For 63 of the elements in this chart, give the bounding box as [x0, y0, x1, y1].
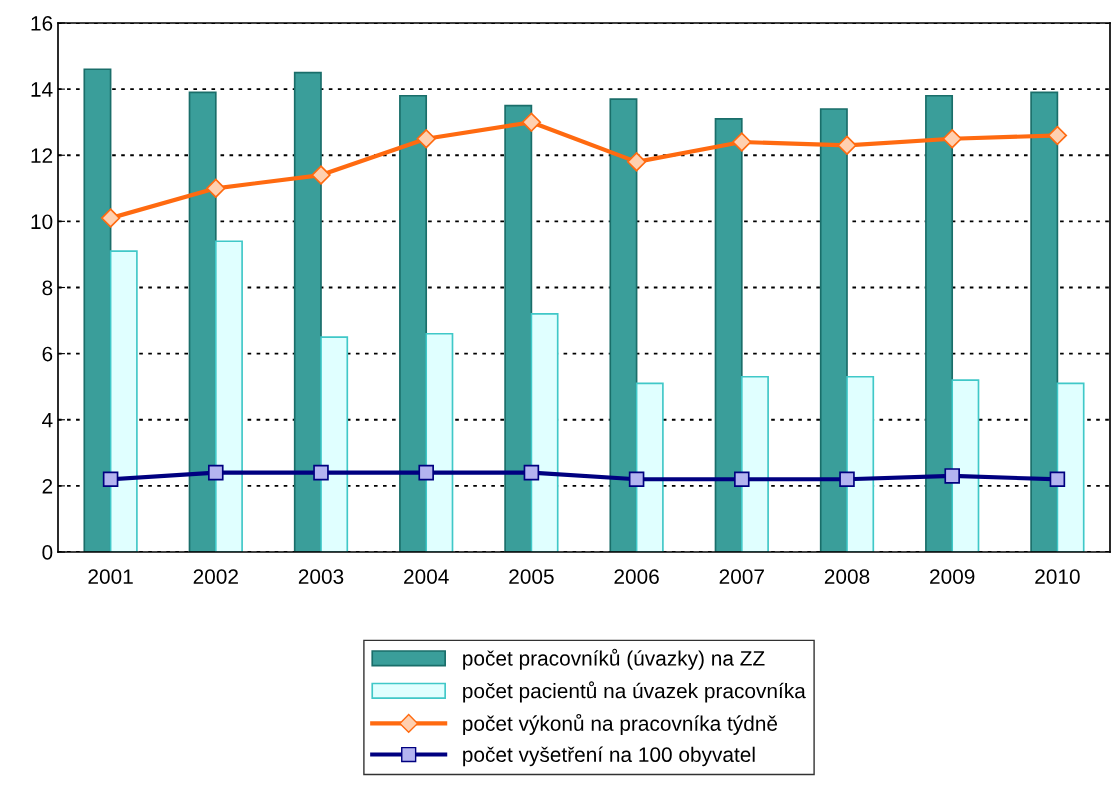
x-tick-label: 2008: [824, 569, 870, 584]
x-tick-label: 2005: [509, 569, 554, 584]
point: [837, 135, 857, 156]
y-tick-label: 2: [42, 478, 53, 494]
legend-label: počet výkonů na pracovníka týdně: [463, 713, 778, 736]
bar: [109, 250, 138, 552]
bar: [425, 332, 454, 552]
point: [418, 464, 434, 481]
bar: [1030, 91, 1059, 552]
bar: [320, 336, 349, 552]
legend-label: počet pracovníků (úvazky) na ZZ: [463, 648, 765, 670]
point: [521, 112, 542, 132]
bar: [609, 98, 638, 552]
point: [206, 178, 226, 198]
legend-label: počet vyšetření na 100 obyvatel: [463, 746, 755, 767]
bar: [504, 104, 533, 552]
x-tick-label: 2002: [193, 569, 238, 584]
x-tick-label: 2007: [719, 569, 764, 584]
y-tick-label: 8: [42, 280, 53, 296]
y-tick-label: 16: [31, 16, 53, 31]
x-tick-label: 2004: [404, 569, 449, 584]
bar: [740, 375, 769, 552]
bar: [399, 94, 428, 552]
x-tick-label: 2006: [614, 569, 659, 584]
bar: [214, 240, 243, 552]
point: [628, 471, 645, 488]
bar: [530, 313, 559, 552]
y-tick-label: 14: [31, 82, 53, 97]
point: [208, 464, 224, 481]
bar: [714, 118, 743, 552]
x-tick-label: 2001: [88, 569, 133, 584]
y-tick-label: 4: [42, 412, 53, 428]
bar: [293, 71, 322, 552]
legend-label: počet pacientů na úvazek pracovníka: [463, 681, 806, 703]
bar: [1056, 382, 1085, 552]
bar: [846, 375, 875, 552]
y-tick-label: 10: [31, 214, 53, 230]
point: [944, 468, 960, 484]
bar: [188, 91, 217, 552]
point: [313, 464, 329, 481]
point: [839, 471, 855, 488]
point: [416, 129, 436, 149]
x-tick-label: 2003: [298, 569, 344, 584]
bar: [635, 382, 664, 552]
point: [626, 152, 647, 172]
point: [734, 471, 750, 488]
bar: [951, 379, 980, 552]
point: [102, 471, 119, 488]
point: [732, 132, 752, 152]
x-tick-label: 2010: [1035, 569, 1080, 584]
y-tick-label: 6: [42, 346, 53, 362]
point: [1047, 125, 1068, 146]
point: [942, 129, 962, 149]
x-tick-label: 2009: [930, 569, 975, 584]
point: [1049, 471, 1066, 488]
y-tick-label: 0: [42, 545, 53, 560]
bar: [925, 94, 954, 552]
point: [311, 165, 331, 185]
bar: [83, 68, 112, 552]
point: [100, 208, 121, 228]
y-tick-label: 12: [31, 148, 53, 163]
bar: [819, 108, 848, 552]
point: [523, 464, 540, 481]
